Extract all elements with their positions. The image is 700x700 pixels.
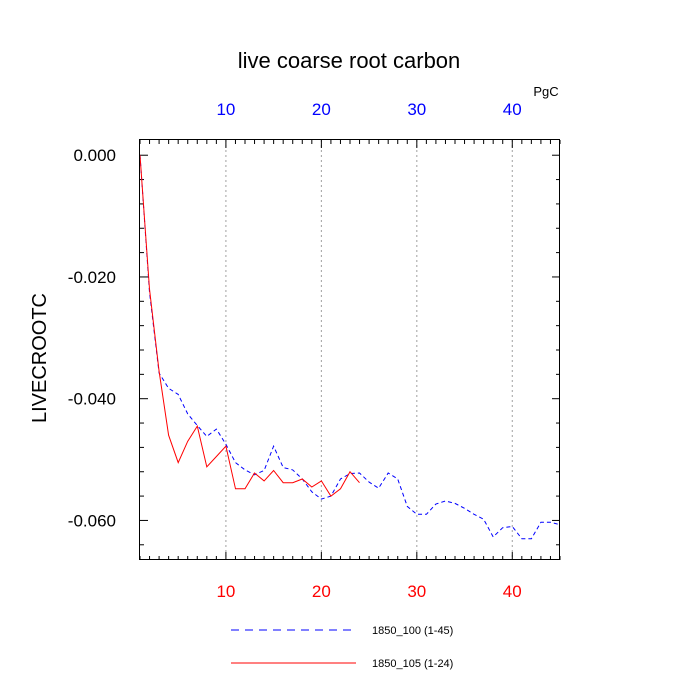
series-line-1 xyxy=(139,155,561,540)
y-axis-label: LIVECROOTC xyxy=(29,293,51,423)
x-tick-label-bottom-40: 40 xyxy=(503,582,522,601)
grid-lines xyxy=(225,140,513,560)
x-tick-label-bottom-20: 20 xyxy=(312,582,331,601)
legend-label-1850-105: 1850_105 (1-24) xyxy=(372,658,453,670)
data-series xyxy=(139,155,561,540)
unit-label: PgC xyxy=(533,84,558,99)
y-tick-label-1: -0.020 xyxy=(68,268,116,287)
y-tick-label-2: -0.040 xyxy=(68,390,116,409)
tick-labels: 10 10 20 20 30 30 40 40 0.000 -0.020 -0.040 -0.060 xyxy=(68,100,522,601)
x-tick-label-bottom-30: 30 xyxy=(407,582,426,601)
legend: 1850_100 (1-45) 1850_105 (1-24) xyxy=(231,625,453,670)
x-tick-label-top-40: 40 xyxy=(503,100,522,119)
series-line-2 xyxy=(139,155,360,497)
plot-frame xyxy=(139,139,560,560)
x-tick-label-top-10: 10 xyxy=(216,100,235,119)
axis-ticks xyxy=(139,140,561,560)
y-tick-label-0: 0.000 xyxy=(73,146,116,165)
chart-title: live coarse root carbon xyxy=(238,48,461,73)
x-tick-label-top-20: 20 xyxy=(312,100,331,119)
x-tick-label-top-30: 30 xyxy=(407,100,426,119)
x-tick-label-bottom-10: 10 xyxy=(216,582,235,601)
y-tick-label-3: -0.060 xyxy=(68,511,116,530)
legend-label-1850-100: 1850_100 (1-45) xyxy=(372,625,453,637)
